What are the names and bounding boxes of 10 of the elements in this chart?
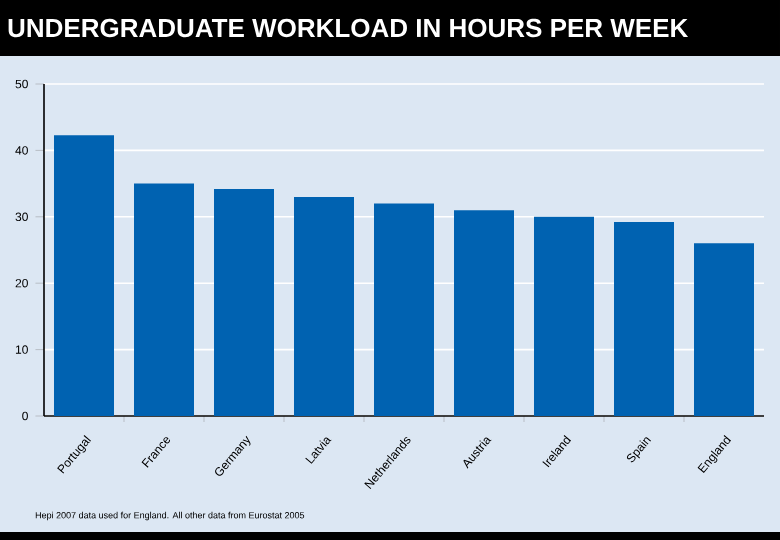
bar bbox=[294, 196, 355, 416]
chart-title: UNDERGRADUATE WORKLOAD IN HOURS PER WEEK bbox=[8, 18, 689, 38]
bar bbox=[54, 135, 115, 416]
bar bbox=[454, 210, 514, 416]
bar bbox=[694, 243, 754, 416]
bar bbox=[614, 222, 675, 416]
bar bbox=[134, 183, 194, 416]
bar bbox=[374, 203, 434, 416]
bar bbox=[214, 188, 274, 416]
bar bbox=[534, 216, 594, 416]
